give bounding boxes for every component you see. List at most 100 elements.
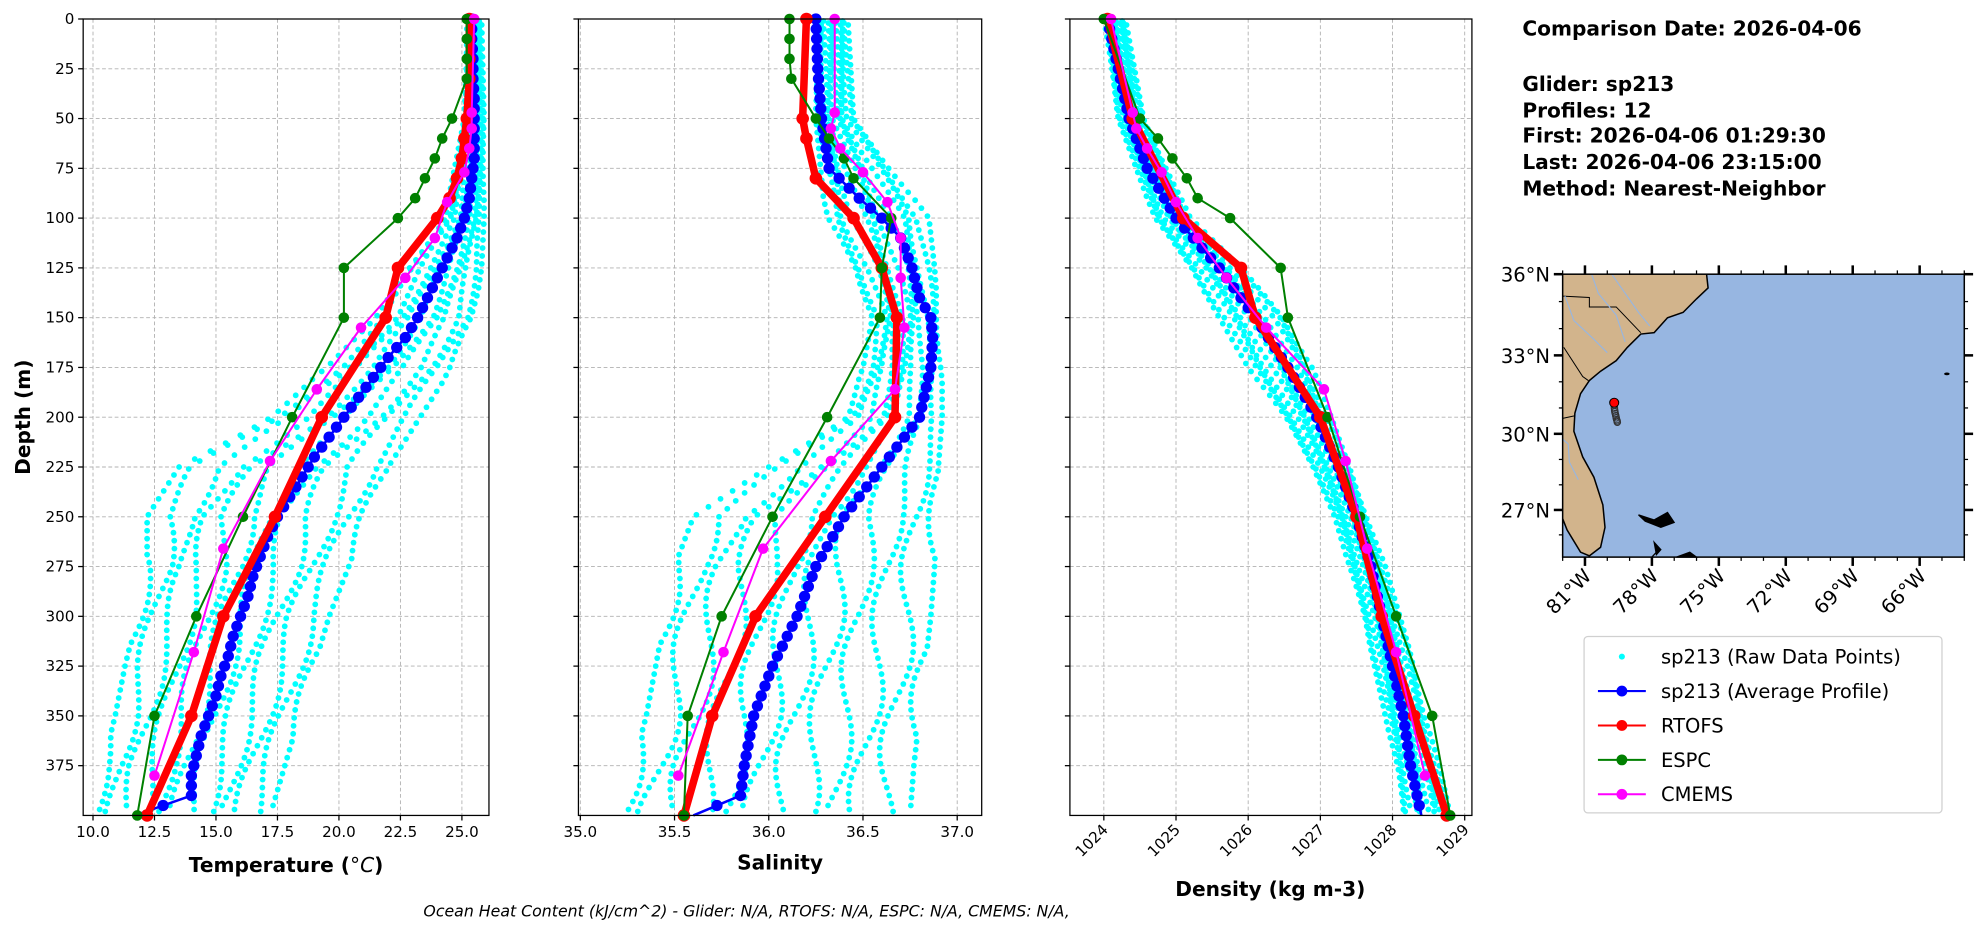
raw-data-point <box>780 806 787 813</box>
raw-data-point <box>906 217 912 223</box>
raw-data-point <box>378 394 385 401</box>
average-profile-marker <box>926 321 938 334</box>
raw-data-point <box>228 480 235 486</box>
raw-data-point <box>739 705 746 711</box>
raw-data-point <box>1364 591 1371 598</box>
average-profile-marker <box>853 192 865 204</box>
raw-data-point <box>361 418 368 425</box>
raw-data-point <box>845 243 852 249</box>
raw-data-point <box>165 480 172 486</box>
raw-data-point <box>222 712 229 719</box>
raw-data-point <box>249 649 256 656</box>
raw-data-point <box>838 659 845 666</box>
raw-data-point <box>439 241 446 247</box>
raw-data-point <box>251 667 258 673</box>
raw-data-point <box>271 720 278 727</box>
raw-data-point <box>234 482 241 488</box>
raw-data-point <box>480 141 487 148</box>
raw-data-point <box>906 402 913 409</box>
raw-data-point <box>99 798 106 805</box>
raw-data-point <box>193 599 200 606</box>
raw-data-point <box>311 559 318 566</box>
raw-data-point <box>926 627 933 634</box>
average-profile-marker <box>1158 192 1171 204</box>
cmems-profile-marker <box>889 384 901 395</box>
raw-data-point <box>662 631 669 638</box>
raw-data-point <box>769 738 775 745</box>
river <box>1562 438 1579 480</box>
raw-data-point <box>245 657 251 664</box>
raw-data-point <box>933 300 940 307</box>
raw-data-point <box>864 145 871 152</box>
raw-data-point <box>480 69 486 76</box>
raw-data-point <box>258 643 265 650</box>
raw-data-point <box>339 579 346 586</box>
espc-profile-marker <box>338 262 350 274</box>
cmems-profile-marker <box>1419 770 1431 781</box>
raw-data-point <box>851 619 858 626</box>
raw-data-point <box>835 569 842 576</box>
raw-data-point <box>660 760 667 767</box>
raw-data-point <box>828 93 834 100</box>
raw-data-point <box>1186 253 1192 259</box>
raw-data-point <box>1138 101 1144 108</box>
raw-data-point <box>116 768 123 775</box>
raw-data-point <box>908 691 915 697</box>
raw-data-point <box>1263 368 1269 375</box>
raw-data-point <box>144 535 151 542</box>
raw-data-point <box>794 489 801 496</box>
raw-data-point <box>831 426 838 433</box>
raw-data-point <box>329 527 335 534</box>
average-profile-marker <box>864 202 877 214</box>
raw-data-point <box>715 521 722 528</box>
raw-data-point <box>249 714 255 721</box>
raw-data-point <box>736 551 743 558</box>
raw-data-point <box>927 499 934 506</box>
average-profile-marker <box>399 331 412 344</box>
raw-data-point <box>474 292 480 299</box>
river <box>1611 273 1651 327</box>
raw-data-point <box>820 491 827 498</box>
raw-data-point <box>1366 523 1373 530</box>
raw-data-point <box>879 157 886 164</box>
raw-data-point <box>1379 681 1385 687</box>
raw-data-point <box>450 338 457 345</box>
raw-data-point <box>1389 587 1396 594</box>
raw-data-point <box>408 284 415 291</box>
raw-data-point <box>1166 173 1173 180</box>
raw-data-point <box>381 416 388 423</box>
cmems-profile-marker <box>1131 123 1142 134</box>
raw-data-point <box>881 776 888 783</box>
raw-data-point <box>135 689 142 695</box>
raw-data-point <box>1182 241 1189 247</box>
raw-data-point <box>1427 730 1433 737</box>
raw-data-point <box>1360 595 1367 602</box>
raw-data-point <box>933 476 939 482</box>
raw-data-point <box>123 794 129 801</box>
cmems-profile-marker <box>264 455 276 467</box>
average-profile-marker <box>375 361 387 374</box>
raw-data-point <box>437 306 444 313</box>
raw-data-point <box>707 635 713 642</box>
raw-data-point <box>732 497 739 504</box>
raw-data-point <box>1376 673 1383 679</box>
raw-data-point <box>1249 344 1256 351</box>
raw-data-point <box>733 531 740 538</box>
legend-frame <box>1583 635 1943 814</box>
raw-data-point <box>847 420 854 427</box>
raw-data-point <box>903 673 910 679</box>
raw-data-point <box>1284 336 1291 343</box>
raw-data-point <box>826 657 833 664</box>
raw-data-point <box>1252 362 1259 369</box>
raw-data-point <box>1192 261 1199 267</box>
average-profile-marker <box>827 531 839 543</box>
raw-data-point <box>816 499 823 506</box>
raw-data-point <box>737 681 744 687</box>
raw-data-point <box>1319 452 1326 458</box>
raw-data-point <box>709 571 715 578</box>
raw-data-point <box>178 705 185 711</box>
average-profile-marker <box>206 700 218 712</box>
average-profile-marker <box>883 451 896 463</box>
raw-data-point <box>479 61 486 68</box>
espc-profile-marker <box>237 511 249 523</box>
